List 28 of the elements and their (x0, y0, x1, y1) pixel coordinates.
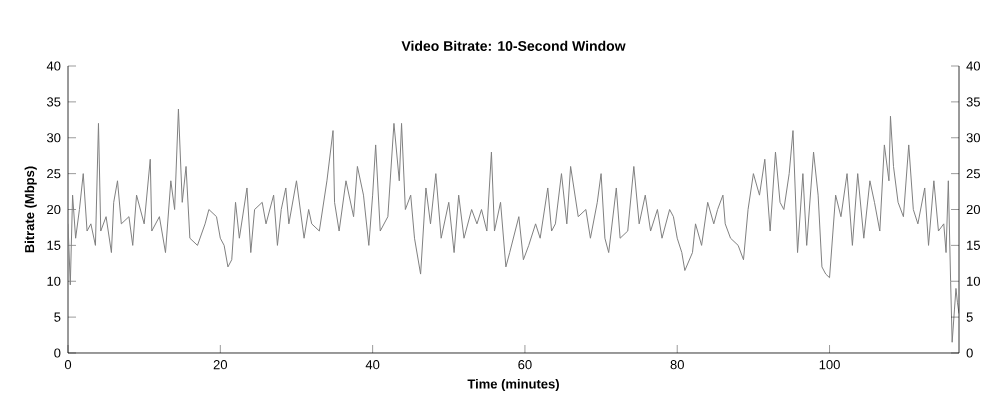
y2-tick-label: 40 (966, 61, 981, 71)
y2-tick-label: 25 (966, 169, 980, 179)
y2-tick-label: 5 (966, 312, 973, 322)
y2-tick-label: 35 (966, 97, 980, 107)
y2-tick-label: 30 (966, 133, 981, 143)
y-axis-title: Bitrate (Mbps) (24, 166, 37, 253)
x-axis-title: Time (minutes) (467, 379, 559, 392)
y2-tick-label: 0 (966, 348, 973, 358)
x-tick-label: 20 (213, 360, 228, 370)
y-tick-label: 20 (47, 204, 61, 215)
y-tick-label: 35 (46, 97, 61, 107)
y-tick-label: 10 (47, 276, 61, 286)
y2-tick-label: 20 (966, 204, 981, 215)
x-tick-label: 40 (365, 360, 380, 370)
x-tick-label: 0 (64, 360, 72, 370)
x-tick-label: 60 (518, 360, 532, 370)
line-series (68, 108, 959, 343)
y-tick-label: 30 (46, 133, 61, 143)
x-tick-label: 100 (819, 360, 840, 370)
y2-tick-label: 10 (967, 276, 981, 286)
y2-tick-label: 15 (967, 240, 980, 250)
x-tick-label: 80 (670, 360, 684, 370)
y-tick-label: 0 (54, 348, 61, 358)
y-tick-label: 40 (46, 61, 61, 71)
y-tick-label: 25 (47, 169, 61, 179)
y-tick-label: 15 (47, 240, 61, 250)
chart-title: Video Bitrate: 10-Second Window (401, 40, 626, 51)
y-tick-label: 5 (54, 312, 61, 322)
